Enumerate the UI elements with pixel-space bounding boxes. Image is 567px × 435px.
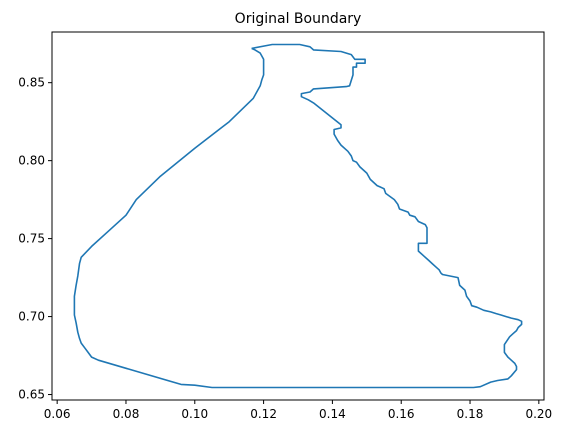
x-tick-label: 0.18 bbox=[457, 407, 484, 421]
x-tick-label: 0.16 bbox=[388, 407, 415, 421]
x-tick-label: 0.06 bbox=[44, 407, 71, 421]
x-axis: 0.06 0.08 0.10 0.12 0.14 0.16 0.18 0.20 bbox=[44, 400, 552, 421]
chart-title: Original Boundary bbox=[235, 11, 362, 27]
series-layer bbox=[73, 43, 523, 389]
plot-area: 0.06 0.08 0.10 0.12 0.14 0.16 0.18 0.20 0.65 0.7… bbox=[18, 31, 552, 421]
x-tick-label: 0.12 bbox=[250, 407, 277, 421]
x-tick-label: 0.08 bbox=[113, 407, 140, 421]
y-axis: 0.65 0.70 0.75 0.80 0.85 bbox=[18, 76, 52, 402]
y-tick-label: 0.65 bbox=[18, 388, 45, 402]
x-tick-label: 0.14 bbox=[319, 407, 346, 421]
axes-frame bbox=[51, 31, 545, 401]
y-tick-label: 0.70 bbox=[18, 310, 45, 324]
y-tick-label: 0.80 bbox=[18, 154, 45, 168]
boundary-series-line bbox=[73, 43, 523, 389]
y-tick-label: 0.75 bbox=[18, 232, 45, 246]
x-tick-label: 0.20 bbox=[525, 407, 552, 421]
y-tick-label: 0.85 bbox=[18, 76, 45, 90]
x-tick-label: 0.10 bbox=[181, 407, 208, 421]
